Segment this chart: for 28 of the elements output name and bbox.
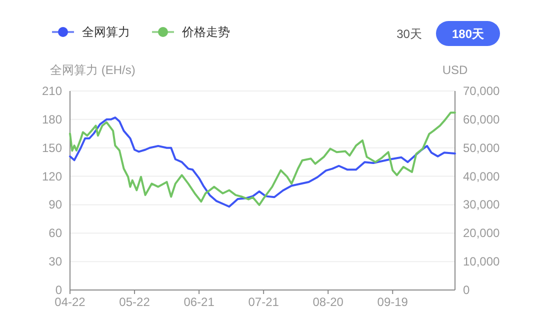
y-tick-label: 30 — [48, 254, 62, 269]
y2-tick-label: 30,000 — [463, 198, 500, 212]
x-tick-label: 07-21 — [248, 295, 280, 309]
y-tick-label: 180 — [42, 112, 62, 126]
legend-价格走势: 价格走势 — [152, 25, 230, 39]
y-tick-label: 120 — [42, 169, 62, 184]
y2-tick-label: 50,000 — [463, 140, 500, 155]
y-axis-title: 全网算力 (EH/s) — [50, 63, 136, 77]
x-tick-label: 09-19 — [377, 295, 408, 309]
x-tick-label: 04-22 — [54, 295, 86, 309]
x-tick-label: 05-22 — [119, 295, 150, 309]
y2-tick-label: 20,000 — [463, 226, 500, 240]
y2-tick-label: 10,000 — [463, 254, 500, 269]
y-tick-label: 150 — [42, 140, 62, 155]
y2-tick-label: 0 — [463, 283, 470, 297]
y-tick-label: 210 — [42, 84, 62, 98]
x-tick-label: 06-21 — [184, 295, 215, 309]
y-tick-label: 60 — [48, 226, 62, 240]
legend-label: 全网算力 — [82, 25, 130, 39]
y-tick-label: 90 — [48, 198, 62, 212]
legend-全网算力: 全网算力 — [52, 25, 130, 39]
x-tick-label: 08-20 — [312, 295, 344, 309]
legend-label: 价格走势 — [181, 25, 230, 39]
y2-tick-label: 70,000 — [463, 84, 500, 98]
y-tick-label: 0 — [55, 283, 62, 297]
y2-axis-title: USD — [442, 63, 468, 77]
y2-tick-label: 60,000 — [463, 112, 500, 126]
y2-tick-label: 40,000 — [463, 169, 500, 184]
